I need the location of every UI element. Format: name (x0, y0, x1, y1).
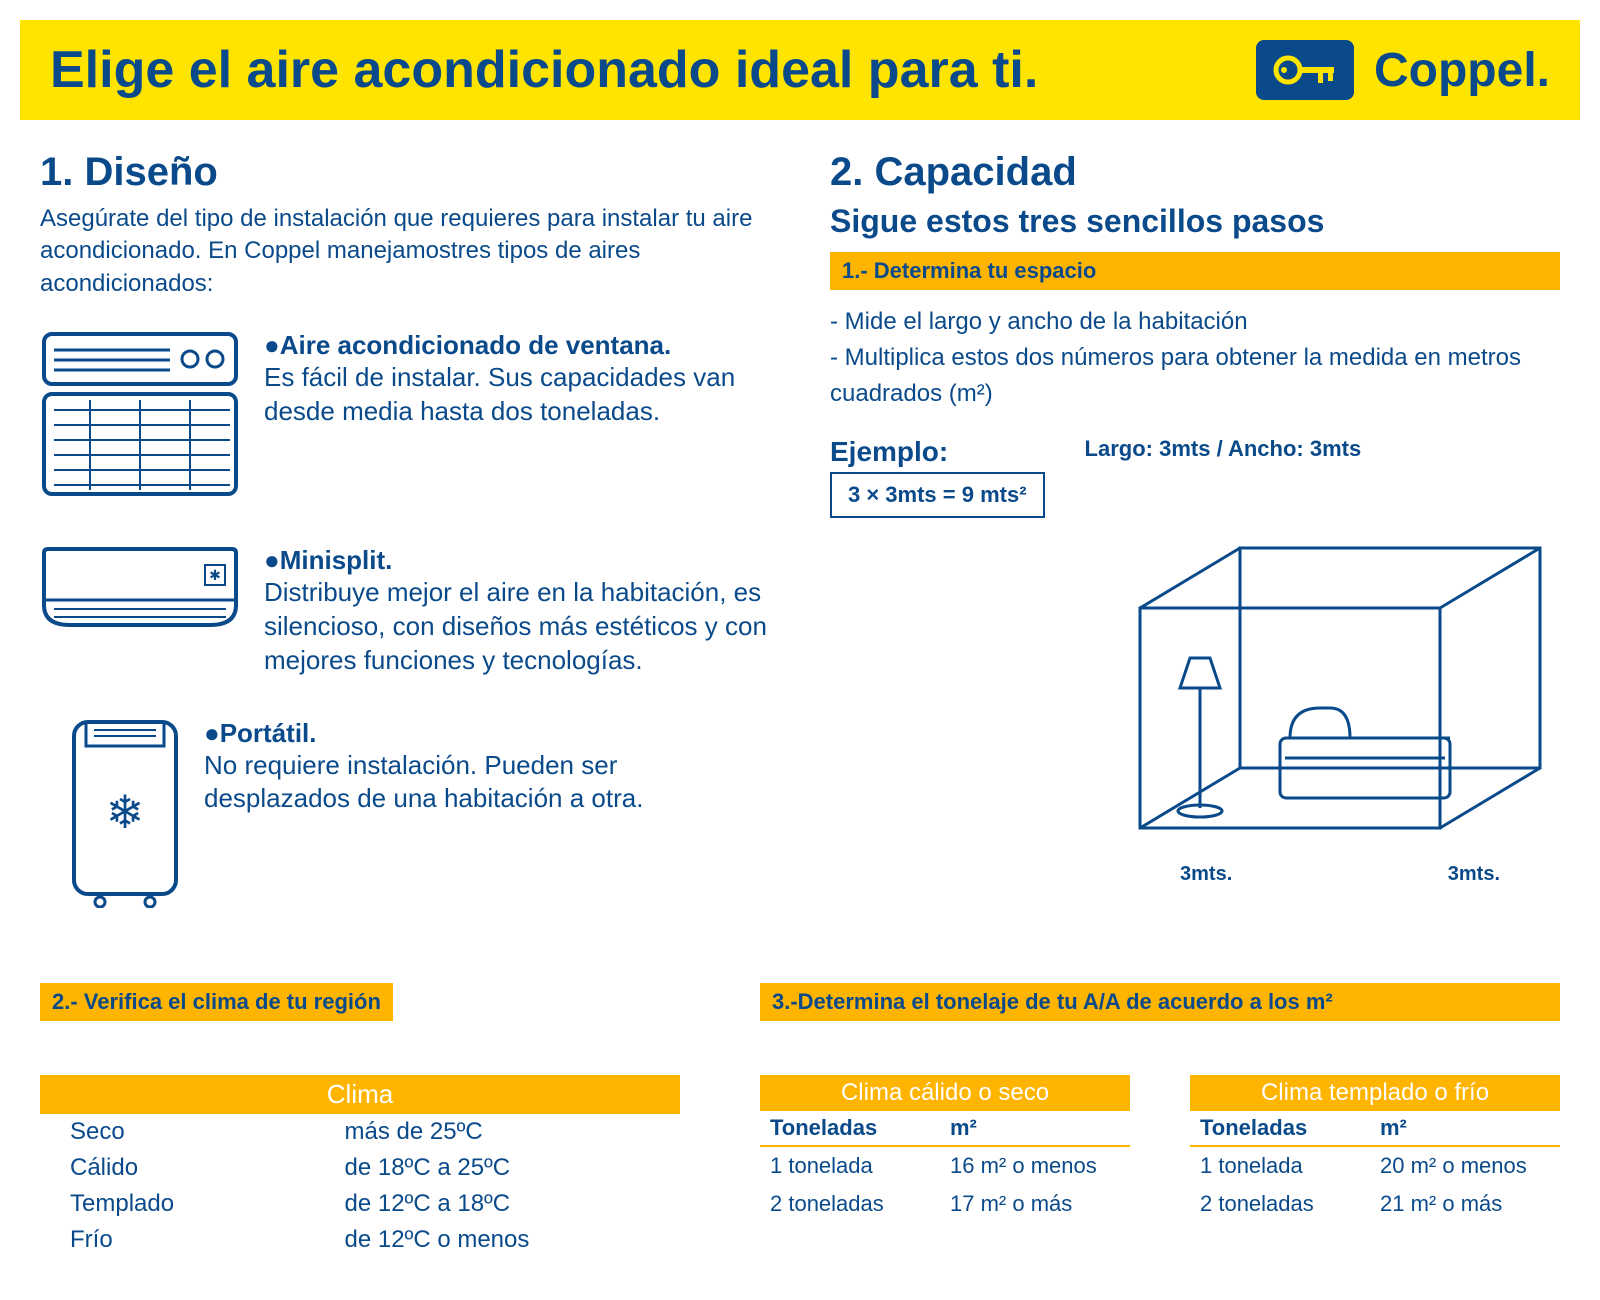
step3-bar: 3.-Determina el tonelaje de tu A/A de ac… (760, 983, 1560, 1021)
capacity-heading: 2. Capacidad (830, 150, 1560, 195)
section-design: 1. Diseño Asegúrate del tipo de instalac… (40, 150, 770, 953)
svg-text:❄: ❄ (106, 786, 145, 838)
ac-type-portable: ❄ ●Portátil. No requiere instalación. Pu… (40, 718, 770, 913)
table-row: Secomás de 25ºC (40, 1114, 680, 1150)
tonnage-cold-header: Clima templado o frío (1190, 1075, 1560, 1111)
table-row: 1 tonelada20 m² o menos (1190, 1147, 1560, 1185)
ac-type-minisplit: ✱ ●Minisplit. Distribuye mejor el aire e… (40, 545, 770, 677)
tonnage-hot-column: Clima cálido o seco Toneladasm² 1 tonela… (760, 1075, 1130, 1223)
step2-section: 2.- Verifica el clima de tu región Clima… (40, 983, 680, 1258)
table-row: Cálidode 18ºC a 25ºC (40, 1150, 680, 1186)
ac-portable-title: ●Portátil. (204, 718, 770, 749)
dim-right: 3mts. (1448, 863, 1500, 886)
ac-window-body: Es fácil de instalar. Sus capacidades va… (264, 361, 770, 429)
design-intro: Asegúrate del tipo de instalación que re… (40, 203, 770, 300)
step3-section: 3.-Determina el tonelaje de tu A/A de ac… (760, 983, 1560, 1258)
window-ac-icon (40, 330, 240, 505)
ac-minisplit-body: Distribuye mejor el aire en la habitació… (264, 576, 770, 677)
step1-bullets: - Mide el largo y ancho de la habitación… (830, 304, 1560, 412)
table-row: 2 toneladas17 m² o más (760, 1185, 1130, 1223)
key-badge-icon (1256, 40, 1354, 100)
step2-bar: 2.- Verifica el clima de tu región (40, 983, 393, 1021)
design-heading: 1. Diseño (40, 150, 770, 195)
logo-group: Coppel. (1256, 40, 1550, 100)
capacity-subhead: Sigue estos tres sencillos pasos (830, 203, 1560, 240)
ac-portable-body: No requiere instalación. Pueden ser desp… (204, 749, 770, 817)
svg-text:✱: ✱ (209, 567, 221, 583)
example-dims: Largo: 3mts / Ancho: 3mts (1085, 436, 1362, 462)
table-row: 1 tonelada16 m² o menos (760, 1147, 1130, 1185)
climate-table-header: Clima (40, 1075, 680, 1114)
example-label: Ejemplo: (830, 436, 1045, 468)
page-title: Elige el aire acondicionado ideal para t… (50, 40, 1038, 100)
room-diagram-icon: 3mts. 3mts. (1100, 528, 1560, 868)
step1-bullet-1: - Mide el largo y ancho de la habitación (830, 304, 1560, 340)
table-row: 2 toneladas21 m² o más (1190, 1185, 1560, 1223)
step1-bar: 1.- Determina tu espacio (830, 252, 1560, 290)
section-capacity: 2. Capacidad Sigue estos tres sencillos … (830, 150, 1560, 953)
table-row: Fríode 12ºC o menos (40, 1222, 680, 1258)
table-row: Templadode 12ºC a 18ºC (40, 1186, 680, 1222)
example-row: Ejemplo: 3 × 3mts = 9 mts² Largo: 3mts /… (830, 436, 1560, 518)
tonnage-cold-column: Clima templado o frío Toneladasm² 1 tone… (1190, 1075, 1560, 1223)
example-box: 3 × 3mts = 9 mts² (830, 472, 1045, 518)
tonnage-hot-header: Clima cálido o seco (760, 1075, 1130, 1111)
climate-table: Clima Secomás de 25ºC Cálidode 18ºC a 25… (40, 1075, 680, 1258)
header-banner: Elige el aire acondicionado ideal para t… (20, 20, 1580, 120)
brand-logo: Coppel. (1374, 43, 1550, 98)
portable-ac-icon: ❄ (40, 718, 180, 913)
minisplit-icon: ✱ (40, 545, 240, 640)
ac-type-window: ●Aire acondicionado de ventana. Es fácil… (40, 330, 770, 505)
dim-left: 3mts. (1180, 863, 1232, 886)
ac-window-title: ●Aire acondicionado de ventana. (264, 330, 770, 361)
ac-minisplit-title: ●Minisplit. (264, 545, 770, 576)
step1-bullet-2: - Multiplica estos dos números para obte… (830, 340, 1560, 412)
